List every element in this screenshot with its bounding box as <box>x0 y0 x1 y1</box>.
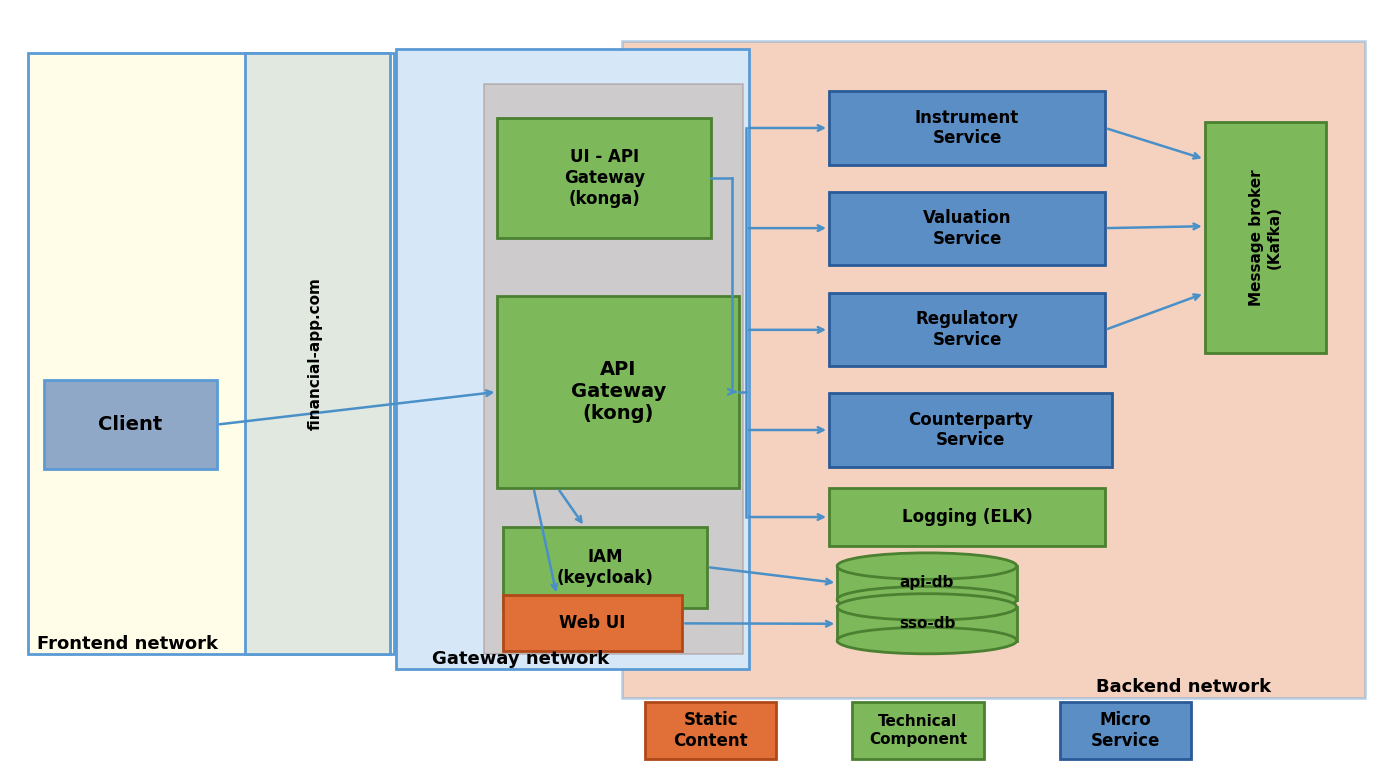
Text: financial-app.com: financial-app.com <box>308 277 323 430</box>
FancyBboxPatch shape <box>397 49 749 669</box>
FancyBboxPatch shape <box>621 40 1365 698</box>
Text: Regulatory
Service: Regulatory Service <box>915 310 1018 349</box>
Ellipse shape <box>838 627 1017 654</box>
FancyBboxPatch shape <box>829 293 1105 366</box>
FancyBboxPatch shape <box>503 527 707 608</box>
Text: IAM
(keycloak): IAM (keycloak) <box>556 548 653 587</box>
FancyBboxPatch shape <box>829 92 1105 165</box>
Text: Counterparty
Service: Counterparty Service <box>908 411 1033 449</box>
FancyBboxPatch shape <box>829 393 1112 466</box>
Text: Technical
Component: Technical Component <box>868 714 967 747</box>
Ellipse shape <box>838 594 1017 620</box>
Bar <box>838 566 1017 600</box>
FancyBboxPatch shape <box>853 702 983 760</box>
Text: Instrument
Service: Instrument Service <box>915 109 1019 147</box>
Text: API
Gateway
(kong): API Gateway (kong) <box>570 360 666 424</box>
Text: Web UI: Web UI <box>559 615 626 632</box>
FancyBboxPatch shape <box>498 119 712 237</box>
Text: Backend network: Backend network <box>1096 678 1272 696</box>
FancyBboxPatch shape <box>503 595 682 652</box>
Text: Client: Client <box>98 415 162 434</box>
Text: Micro
Service: Micro Service <box>1090 711 1160 750</box>
FancyBboxPatch shape <box>484 84 743 654</box>
Text: Valuation
Service: Valuation Service <box>922 209 1011 248</box>
Ellipse shape <box>838 553 1017 580</box>
FancyBboxPatch shape <box>28 53 394 654</box>
FancyBboxPatch shape <box>829 192 1105 265</box>
Bar <box>838 607 1017 640</box>
FancyBboxPatch shape <box>829 488 1105 546</box>
Text: UI - API
Gateway
(konga): UI - API Gateway (konga) <box>565 148 645 208</box>
Text: Gateway network: Gateway network <box>433 650 609 668</box>
FancyBboxPatch shape <box>645 702 777 760</box>
Text: sso-db: sso-db <box>899 616 956 631</box>
Text: Static
Content: Static Content <box>674 711 748 750</box>
Text: api-db: api-db <box>900 576 954 591</box>
FancyBboxPatch shape <box>244 53 390 654</box>
Ellipse shape <box>838 587 1017 613</box>
FancyBboxPatch shape <box>1205 122 1326 353</box>
Text: Message broker
(Kafka): Message broker (Kafka) <box>1250 169 1282 306</box>
FancyBboxPatch shape <box>1060 702 1191 760</box>
Text: Frontend network: Frontend network <box>36 635 218 653</box>
FancyBboxPatch shape <box>498 296 739 488</box>
FancyBboxPatch shape <box>44 380 216 469</box>
Text: Logging (ELK): Logging (ELK) <box>902 508 1032 526</box>
